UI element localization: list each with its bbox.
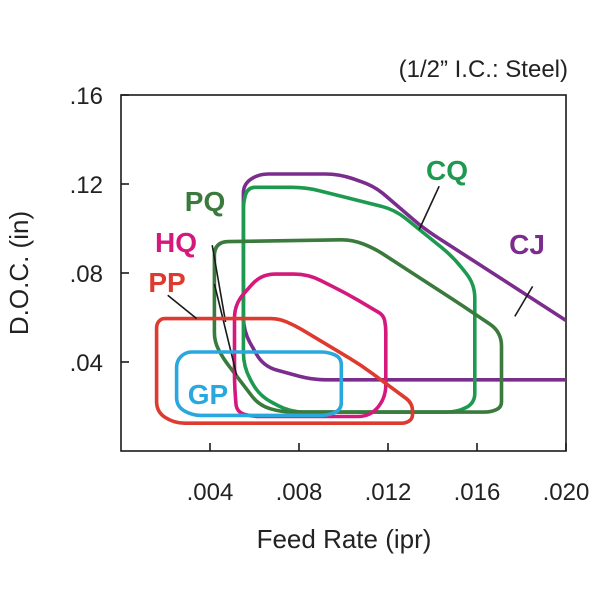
leader-cj [514,285,534,317]
leader-pp [167,294,198,320]
label-cq: CQ [426,155,468,186]
region-cj [241,172,566,382]
x-axis-title: Feed Rate (ipr) [257,524,432,554]
label-hq: HQ [155,227,197,258]
region-pp [154,316,415,425]
leader-pq [211,245,227,323]
y-axis-title: D.O.C. (in) [4,211,34,335]
chart-note: (1/2” I.C.: Steel) [399,56,568,83]
x-tick-label: .020 [543,479,590,506]
x-tick-label: .016 [454,479,501,506]
region-hq [232,272,388,419]
y-tick-label: .16 [70,83,103,110]
y-tick-label: .08 [70,261,103,288]
x-tick-label: .012 [365,479,412,506]
y-tick-label: .12 [70,172,103,199]
label-pp: PP [148,267,185,298]
label-gp: GP [188,379,228,410]
y-tick-label: .04 [70,350,103,377]
leader-hq [213,283,238,376]
x-tick-label: .008 [276,479,323,506]
label-pq: PQ [185,186,225,217]
label-cj: CJ [509,229,545,260]
region-gp [174,350,344,418]
x-tick-label: .004 [187,479,234,506]
region-pq [212,237,504,414]
leader-cq [418,185,440,230]
